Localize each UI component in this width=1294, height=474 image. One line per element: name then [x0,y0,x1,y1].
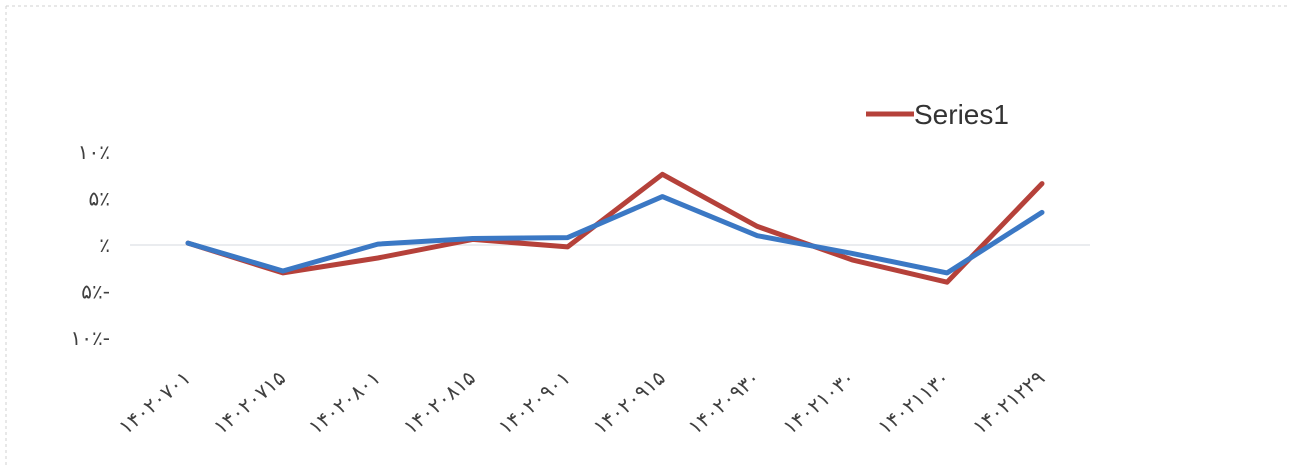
x-tick-label: ۱۴۰۲۰۸۰۱ [304,365,385,439]
x-tick-label: ۱۴۰۲۰۸۱۵ [399,365,480,439]
x-tick-label: ۱۴۰۲۰۹۰۱ [494,365,575,439]
series1-line [185,171,1045,285]
x-axis-tick-labels: ۱۴۰۲۰۷۰۱ ۱۴۰۲۰۷۱۵ ۱۴۰۲۰۸۰۱ ۱۴۰۲۰۸۱۵ ۱۴۰۲۰۹۰۱… [114,365,1049,439]
series2-point [375,242,380,247]
series1-point [565,244,570,249]
y-tick-label: ۵٪- [81,280,110,304]
series1-point [945,280,950,285]
series2-point [660,194,665,199]
x-tick-label: ۱۴۰۲۰۷۱۵ [209,365,290,439]
series2-point [945,270,950,275]
x-tick-label: ۱۴۰۲۱۲۲۹ [968,365,1049,439]
y-tick-label: ۵٪ [89,187,110,211]
series1-point [850,257,855,262]
legend: Series1 [866,99,1009,130]
series2-point [280,269,285,274]
series2-point [565,235,570,240]
x-tick-label: ۱۴۰۲۱۱۳۰ [873,365,954,439]
series2-point [850,251,855,256]
y-axis-tick-labels: ۱۰٪ ۵٪ ٪ ۵٪- ۱۰٪- [71,140,110,350]
series1-point [1040,181,1044,186]
x-tick-label: ۱۴۰۲۱۰۳۰ [778,365,859,439]
series-lines [185,171,1045,285]
series2-point [1040,210,1044,215]
y-tick-label: ۱۰٪ [78,140,110,164]
y-tick-label: ۱۰٪- [71,326,110,350]
y-tick-label: ٪ [99,233,110,257]
series2-point [755,233,760,238]
series2-line [185,194,1045,276]
legend-label-series1: Series1 [914,99,1009,130]
series1-point [375,256,380,261]
series1-point [660,172,665,177]
x-tick-label: ۱۴۰۲۰۷۰۱ [114,365,195,439]
series2-point [470,236,475,241]
series1-point [755,224,760,229]
series2-point [186,241,190,246]
x-tick-label: ۱۴۰۲۰۹۳۰ [683,365,764,439]
x-tick-label: ۱۴۰۲۰۹۱۵ [588,365,669,439]
